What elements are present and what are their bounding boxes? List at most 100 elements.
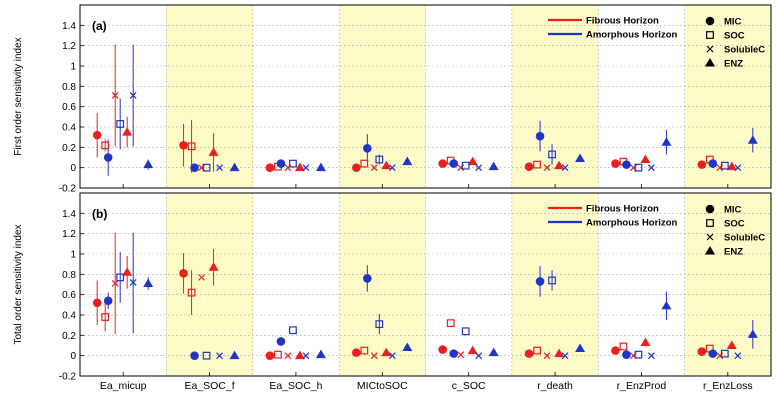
data-point-solublec [543, 352, 551, 360]
x-tick-label: r_death [537, 380, 573, 392]
data-point-enz [640, 154, 651, 164]
data-point-mic [352, 348, 361, 357]
shaded-band-r_EnzLoss [684, 193, 771, 376]
data-point-mic [92, 298, 102, 308]
data-point-solublec [216, 164, 223, 172]
data-point-mic [524, 349, 534, 358]
legend-label: Amorphous Horizon [586, 218, 677, 229]
data-point-soc [720, 349, 729, 358]
data-point-mic [611, 346, 620, 355]
data-point-mic [363, 274, 372, 283]
data-point-enz [122, 127, 133, 136]
data-point-mic [535, 277, 545, 286]
y-tick-label: -0.2 [59, 184, 77, 195]
data-point-enz [229, 350, 240, 360]
data-point-solublec [475, 352, 483, 360]
data-point-soc [202, 163, 211, 172]
data-point-soc [202, 351, 211, 360]
data-point-enz [554, 160, 565, 170]
data-point-mic [611, 159, 620, 168]
x-tick-label: c_SOC [452, 380, 486, 392]
y-tick-label: 1.4 [62, 209, 76, 220]
data-point-enz [315, 162, 326, 172]
data-point-mic [92, 130, 102, 140]
data-point-soc [116, 120, 125, 128]
data-point-solublec [457, 351, 465, 359]
panel-b: -0.2 0 0.2 0.4 0.6 0.8 1 1.2 1.4 Total order sens… [13, 192, 772, 383]
data-point-enz [554, 348, 565, 358]
y-axis-label: Total order sensitivity index [13, 224, 24, 344]
data-point-enz [726, 340, 737, 349]
data-point-solublec [648, 352, 655, 360]
data-point-mic [363, 144, 372, 153]
data-point-mic [449, 159, 458, 168]
data-point-enz [381, 347, 392, 357]
legend-label: SOC [724, 219, 745, 230]
data-point-soc [289, 326, 297, 335]
legend-label: ENZ [724, 59, 743, 70]
legend-marker-soc [706, 31, 714, 39]
data-point-mic [524, 162, 534, 171]
legend-label: MIC [724, 205, 742, 216]
shaded-band-r_death [511, 193, 599, 376]
data-point-solublec [543, 164, 551, 172]
data-point-enz [208, 147, 219, 156]
legend-label: Amorphous Horizon [586, 30, 677, 41]
data-point-enz [402, 342, 413, 352]
data-point-mic [708, 159, 718, 168]
data-point-mic [438, 345, 447, 354]
legend-marker-solublec [706, 45, 714, 53]
data-point-soc [533, 160, 541, 169]
y-tick-label: 0.2 [62, 331, 76, 342]
data-point-mic [190, 351, 199, 360]
data-point-mic [622, 350, 631, 359]
axes-frame [79, 4, 772, 189]
shaded-band-MICtoSOC [339, 193, 426, 376]
y-tick-label: 0.4 [62, 311, 76, 322]
y-tick-label: 1.4 [62, 21, 76, 32]
legend-label: SolubleC [724, 45, 765, 56]
x-tick-label: Ea_micup [100, 380, 147, 392]
data-point-solublec [561, 164, 569, 172]
data-point-enz [661, 300, 672, 310]
data-point-soc [187, 142, 196, 151]
data-point-mic [697, 160, 707, 169]
y-tick-label: 0.8 [62, 270, 76, 281]
data-point-mic [622, 160, 631, 169]
data-point-solublec [284, 352, 292, 360]
shaded-band-Ea_SOC_f [166, 193, 253, 376]
data-point-solublec [561, 352, 569, 360]
legend-marker-mic [705, 16, 715, 26]
data-point-enz [575, 153, 586, 163]
axes-frame [79, 192, 772, 377]
data-point-soc [461, 161, 470, 170]
data-point-solublec [388, 164, 396, 172]
y-tick-label: 1 [70, 62, 76, 73]
data-point-solublec [129, 92, 137, 99]
x-tick-label: r_EnzProd [617, 380, 667, 392]
shaded-band-Ea_SOC_f [166, 5, 253, 188]
data-point-soc [548, 276, 556, 285]
data-point-soc [446, 319, 455, 328]
x-tick-label: r_EnzLoss [703, 380, 753, 392]
legend-marker-solublec [706, 233, 714, 241]
data-point-enz [229, 162, 240, 172]
legend-label: Fibrous Horizon [586, 204, 659, 215]
data-point-enz [402, 156, 413, 166]
data-point-enz [640, 337, 651, 346]
data-point-mic [179, 269, 188, 278]
panel-label: (a) [92, 19, 107, 33]
data-point-soc [634, 350, 643, 359]
data-point-mic [449, 349, 458, 358]
legend-marker-mic [705, 204, 715, 214]
y-tick-label: 1 [70, 250, 76, 261]
data-point-enz [294, 350, 305, 360]
panel-a: -0.2 0 0.2 0.4 0.6 0.8 1 1.2 1.4 First order sens… [13, 4, 772, 195]
data-point-enz [488, 347, 499, 357]
legend-marker-soc [706, 219, 714, 227]
data-point-mic [265, 351, 275, 360]
data-point-enz [467, 345, 478, 355]
data-point-solublec [734, 352, 742, 360]
data-point-enz [143, 278, 154, 287]
